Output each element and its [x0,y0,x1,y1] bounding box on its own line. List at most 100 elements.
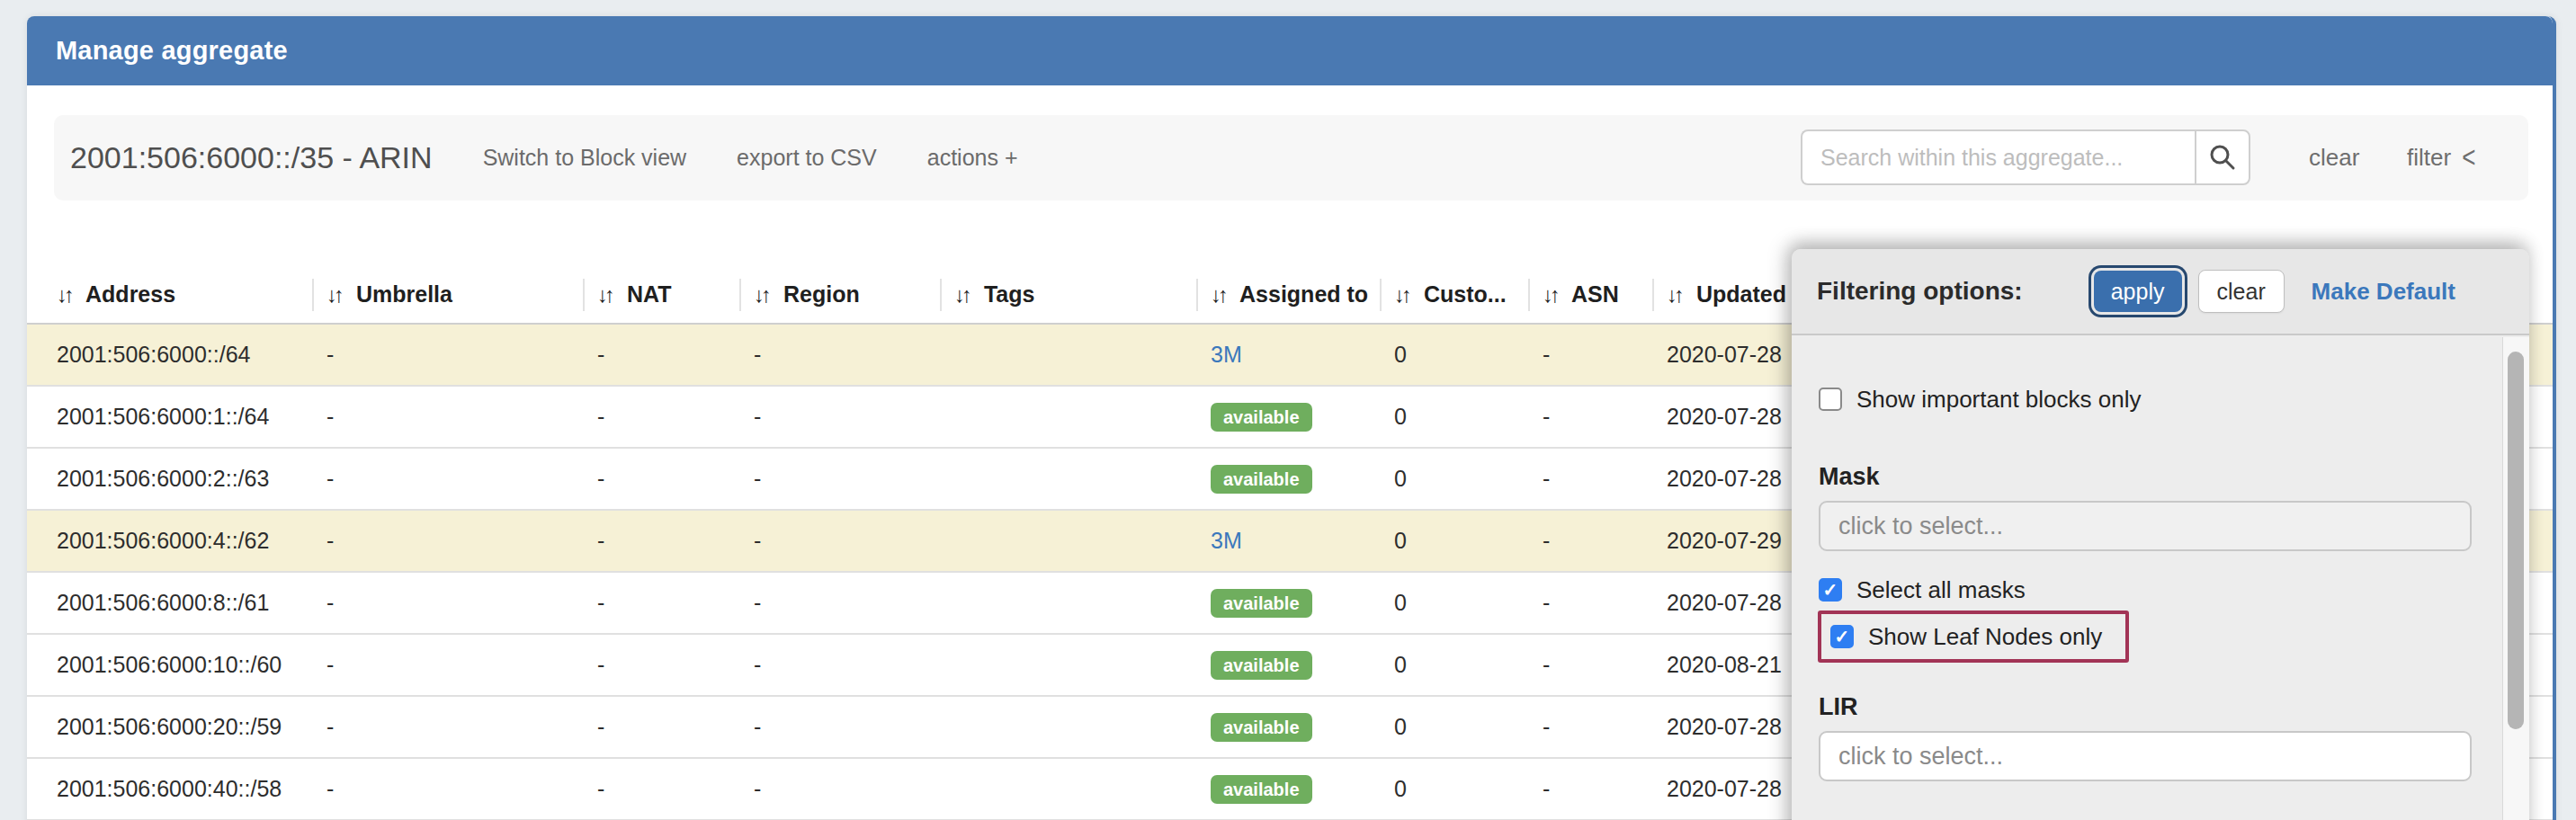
sort-icon: ↓↑ [1211,282,1225,307]
available-status-badge: available [1211,651,1312,680]
assigned-to-link[interactable]: 3M [1211,342,1242,367]
cell-asn: - [1528,510,1652,572]
show-leaf-nodes-checkbox[interactable]: ✓ [1830,625,1854,648]
column-header-umbrella[interactable]: ↓↑ Umbrella [312,266,583,324]
cell-customers: 0 [1380,758,1528,820]
cell-asn: - [1528,448,1652,510]
search-input[interactable] [1801,129,2195,185]
column-header-assigned-to[interactable]: ↓↑ Assigned to [1196,266,1380,324]
assigned-to-link[interactable]: 3M [1211,528,1242,553]
aggregate-title: 2001:506:6000::/35 - ARIN [70,140,433,175]
sort-icon: ↓↑ [1394,282,1409,307]
cell-tags [940,572,1196,634]
cell-asn: - [1528,386,1652,448]
filter-toggle-link[interactable]: filter < [2407,115,2475,201]
cell-customers: 0 [1380,510,1528,572]
cell-customers: 0 [1380,696,1528,758]
cell-umbrella: - [312,386,583,448]
search-button[interactable] [2195,129,2250,185]
switch-to-block-view-link[interactable]: Switch to Block view [483,145,686,171]
cell-umbrella: - [312,324,583,386]
cell-address: 2001:506:6000:20::/59 [27,696,312,758]
panel-scrollbar-track [2502,337,2529,820]
cell-address: 2001:506:6000:40::/58 [27,758,312,820]
select-all-masks-checkbox[interactable]: ✓ [1819,578,1842,602]
clear-filters-button[interactable]: clear [2198,270,2285,313]
panel-scrollbar-thumb[interactable] [2508,352,2524,729]
cell-region: - [739,324,940,386]
available-status-badge: available [1211,713,1312,742]
cell-nat: - [583,634,739,696]
cell-umbrella: - [312,510,583,572]
filtering-options-panel: Filtering options: apply clear Make Defa… [1792,249,2529,820]
check-icon: ✓ [1823,579,1838,601]
lir-select-input[interactable] [1819,731,2472,781]
column-header-asn[interactable]: ↓↑ ASN [1528,266,1652,324]
mask-select-input[interactable] [1819,501,2472,551]
column-header-label: Updated [1696,281,1786,307]
cell-umbrella: - [312,696,583,758]
cell-region: - [739,572,940,634]
cell-umbrella: - [312,448,583,510]
cell-address: 2001:506:6000:8::/61 [27,572,312,634]
cell-nat: - [583,324,739,386]
sort-icon: ↓↑ [1667,282,1681,307]
cell-tags [940,448,1196,510]
column-header-address[interactable]: ↓↑ Address [27,266,312,324]
cell-region: - [739,758,940,820]
column-header-label: Assigned to [1239,281,1368,307]
sort-icon: ↓↑ [954,282,969,307]
cell-umbrella: - [312,634,583,696]
show-leaf-nodes-row: ✓ Show Leaf Nodes only [1830,623,2102,650]
cell-nat: - [583,696,739,758]
show-important-blocks-row: Show important blocks only [1819,386,2472,413]
cell-assigned-to: 3M [1196,510,1380,572]
column-header-region[interactable]: ↓↑ Region [739,266,940,324]
export-to-csv-link[interactable]: export to CSV [737,145,877,171]
cell-tags [940,510,1196,572]
cell-nat: - [583,510,739,572]
column-header-label: NAT [627,281,672,307]
column-header-custo[interactable]: ↓↑ Custo... [1380,266,1528,324]
cell-nat: - [583,448,739,510]
chevron-left-icon: < [2462,140,2475,175]
sort-icon: ↓↑ [1543,282,1557,307]
filter-panel-body: Show important blocks only Mask ✓ Select… [1792,335,2529,781]
actions-menu-link[interactable]: actions + [927,145,1018,171]
make-default-link[interactable]: Make Default [2312,278,2455,306]
check-icon: ✓ [1835,626,1850,647]
show-leaf-nodes-label: Show Leaf Nodes only [1868,623,2102,651]
show-important-blocks-label: Show important blocks only [1856,386,2141,414]
lir-section-label: LIR [1819,693,2472,720]
cell-asn: - [1528,758,1652,820]
clear-search-link[interactable]: clear [2309,115,2359,201]
sort-icon: ↓↑ [597,282,612,307]
cell-asn: - [1528,324,1652,386]
cell-tags [940,324,1196,386]
cell-region: - [739,448,940,510]
filter-panel-title: Filtering options: [1817,277,2023,306]
page: Manage aggregate 2001:506:6000::/35 - AR… [0,0,2576,820]
cell-customers: 0 [1380,634,1528,696]
sort-icon: ↓↑ [754,282,768,307]
leaf-nodes-highlight-box: ✓ Show Leaf Nodes only [1818,611,2129,663]
column-header-label: Tags [984,281,1035,307]
cell-asn: - [1528,696,1652,758]
cell-tags [940,758,1196,820]
sort-icon: ↓↑ [57,282,71,307]
cell-umbrella: - [312,572,583,634]
available-status-badge: available [1211,465,1312,494]
cell-customers: 0 [1380,386,1528,448]
cell-tags [940,634,1196,696]
apply-button[interactable]: apply [2094,271,2182,312]
show-important-blocks-checkbox[interactable] [1819,388,1842,411]
column-header-nat[interactable]: ↓↑ NAT [583,266,739,324]
column-header-label: Address [85,281,175,307]
column-header-tags[interactable]: ↓↑ Tags [940,266,1196,324]
filter-label: filter [2407,144,2451,172]
column-header-label: ASN [1571,281,1619,307]
cell-region: - [739,510,940,572]
cell-nat: - [583,572,739,634]
cell-asn: - [1528,634,1652,696]
cell-region: - [739,696,940,758]
